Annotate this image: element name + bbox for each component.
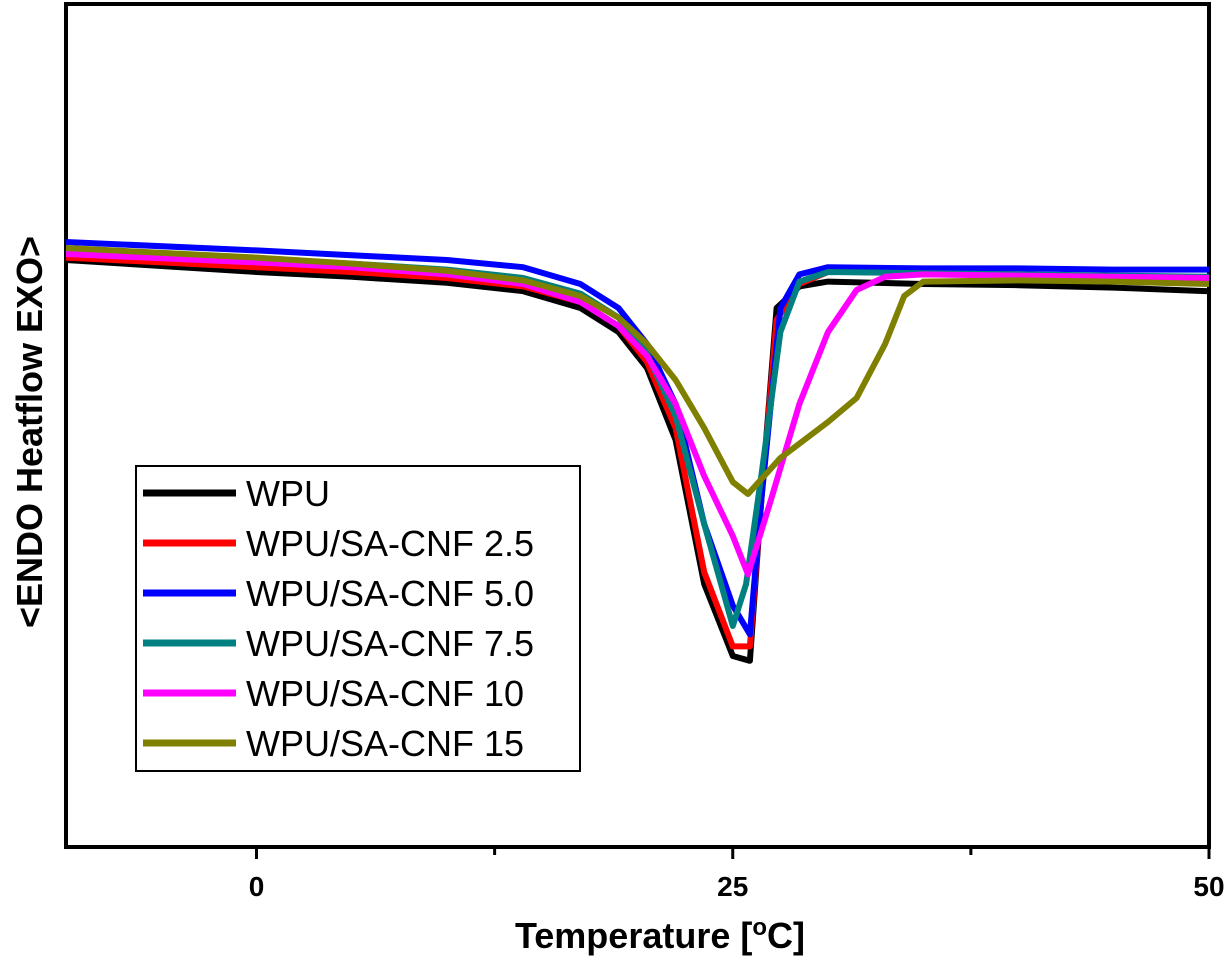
legend-label-5: WPU/SA-CNF 15 xyxy=(246,723,524,764)
x-tick-label: 0 xyxy=(249,871,265,902)
series-line-0 xyxy=(65,257,1210,664)
x-axis-title-suffix: C] xyxy=(767,915,805,956)
legend: WPU WPU/SA-CNF 2.5 WPU/SA-CNF 5.0 WPU/SA-CN… xyxy=(135,465,581,772)
y-axis-title: <ENDO Heatflow EXO> xyxy=(9,236,50,628)
x-axis-title-superscript: o xyxy=(752,914,767,941)
plot-frame xyxy=(64,2,1211,849)
series-line-4 xyxy=(65,251,1210,578)
x-tick-label: 25 xyxy=(717,871,748,902)
x-axis-title-prefix: Temperature [ xyxy=(515,915,752,956)
legend-label-3: WPU/SA-CNF 7.5 xyxy=(246,623,534,664)
legend-label-2: WPU/SA-CNF 5.0 xyxy=(246,573,534,614)
legend-label-4: WPU/SA-CNF 10 xyxy=(246,673,524,714)
x-tick-label: 50 xyxy=(1193,871,1224,902)
legend-label-1: WPU/SA-CNF 2.5 xyxy=(246,523,534,564)
x-axis-title: Temperature [oC] xyxy=(515,914,805,957)
x-ticks: 0 25 50 xyxy=(249,847,1225,902)
legend-box xyxy=(135,465,581,772)
series-line-5 xyxy=(65,245,1210,497)
series-layer xyxy=(65,239,1210,664)
legend-label-0: WPU xyxy=(246,473,330,514)
